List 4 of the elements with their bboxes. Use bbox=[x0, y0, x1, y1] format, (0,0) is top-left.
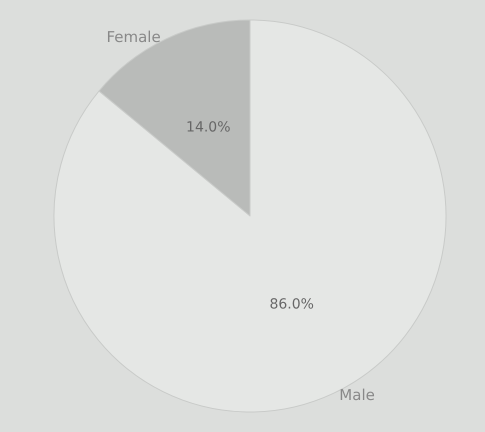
data-label: 14.0% bbox=[186, 119, 231, 136]
slice-label: Female bbox=[106, 28, 161, 46]
slice-label: Male bbox=[339, 386, 375, 404]
data-label: 86.0% bbox=[269, 296, 314, 313]
